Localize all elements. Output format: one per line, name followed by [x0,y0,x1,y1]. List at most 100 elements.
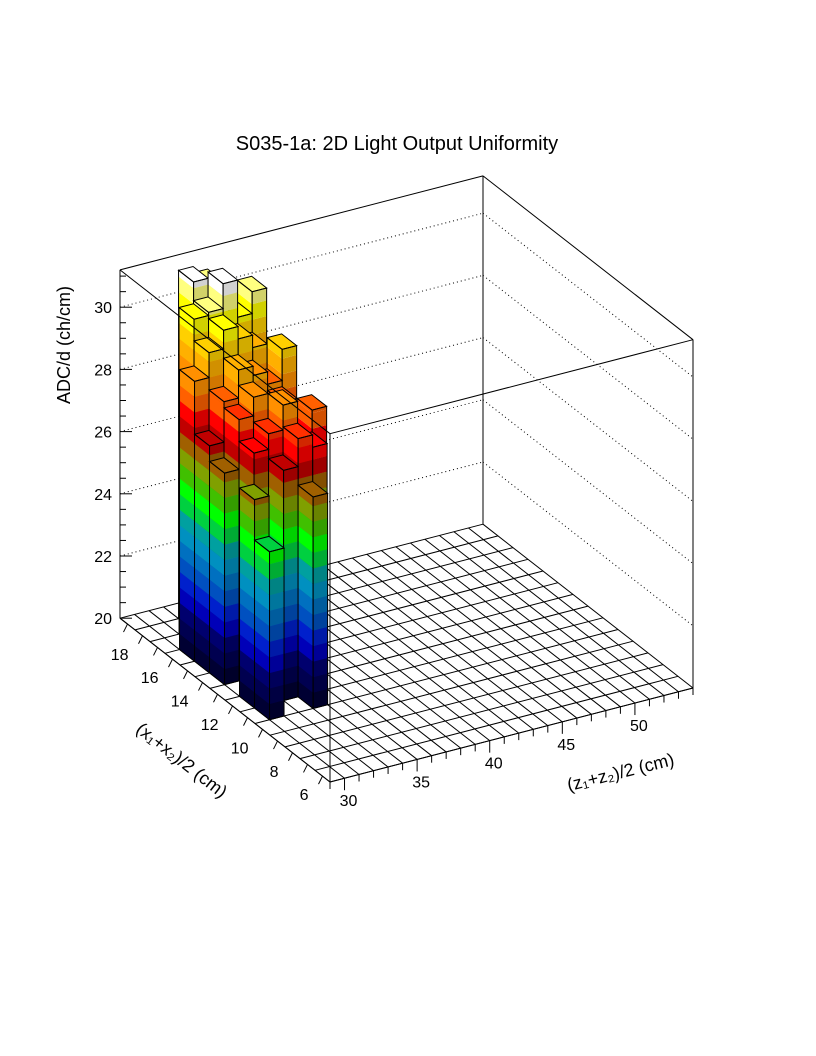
bar-left-face-band [194,350,210,378]
bar-right-face-band [224,540,240,561]
bar-right-face-band [194,377,210,397]
chart-title: S035-1a: 2D Light Output Uniformity [236,133,558,155]
bar-right-face-band [283,556,299,577]
bar-right-face-band [224,587,240,607]
bar-left-face-band [297,401,313,429]
bar-right-face-band [313,533,328,553]
bar-left-face-band [254,552,270,580]
bar-left-face-band [224,420,240,448]
bar-left-face-band [297,398,313,414]
box-edge [119,175,484,271]
bar-right-face-band [252,300,267,320]
bar-left-face-band [179,369,195,397]
bar-left-face-band [209,641,225,670]
x-tick [243,717,248,726]
bar-left-face-band [237,280,253,305]
bar-left-face-band [239,680,255,709]
z-tick-label: 40 [485,756,503,773]
bar-left-face-band [179,478,195,506]
bar-left-face-band [298,634,314,662]
bar-left-face-band [254,568,270,596]
bar-right-face-band [223,326,239,343]
value-tick-label: 20 [94,611,112,628]
bar-left-face-band [194,521,210,549]
bar-left-face-band [268,502,284,530]
bar-right-face-band [312,409,327,429]
bar-left-face-band [193,300,209,316]
bar-right-face-band [312,455,328,476]
value-gridline [482,212,694,378]
bar-left-face-band [298,485,314,507]
bar-right-face-band [193,278,209,289]
bar-right-face-band [269,669,285,689]
bar-right-face-band [313,673,328,693]
bar-right-face-band [313,580,328,600]
bar-left-face-band [209,390,225,405]
bar-left-face-band [194,536,210,565]
bar-right-face-band [283,541,299,561]
bar-right-face-band [269,638,285,658]
bar-right-face-band [224,618,240,638]
bar-left-face-band [179,462,195,491]
bar-left-face-band [179,494,195,522]
bar-right-face-band [282,354,297,375]
bar-left-face-band [209,610,225,638]
bar-left-face-band [298,494,314,522]
bar-right-face-band [283,634,299,654]
bar-left-face-band [223,358,239,386]
bar-right-face-band [283,619,299,639]
bar [296,480,329,710]
bar-left-face-band [254,614,270,642]
value-gridline [119,274,484,370]
bar-right-face-band [313,564,328,585]
box-top-edge [329,339,694,435]
bar-left-face-band [254,583,270,611]
bar-right-face-band [269,560,285,580]
bar-right-face-band [254,495,270,506]
x-tick [228,705,233,715]
x-tick [183,670,188,680]
bar-left-face-band [209,408,225,436]
bar-right-face-band [283,510,299,530]
bar-left-face-band [179,525,195,553]
bar-left-face-band [254,540,270,565]
bar-left-face-band [179,447,195,475]
bar-right-face-band [298,444,313,464]
x-tick [153,647,158,656]
bar-right-face-band [254,471,269,491]
bar-right-face-band [237,313,253,324]
bar-left-face-band [239,509,255,537]
bar-right-face-band [283,572,299,592]
bar-right-face-band [253,371,268,382]
value-tick-label: 24 [94,487,112,504]
x-tick [198,682,203,691]
bar-left-face-band [254,599,270,627]
bar-right-face-band [282,370,297,390]
bar-left-face-band [194,490,210,518]
bar-right-face-band [313,658,328,678]
bar-left-face-band [194,341,210,363]
bar-left-face-band [209,470,225,499]
bar-right-face-band [238,335,253,355]
bar-right-outline [312,492,329,710]
bar-right-face-band [283,665,299,685]
bar-left-face-band [179,587,195,615]
box-top-edge [119,269,331,435]
bar-right-face-band [283,587,299,608]
bar-left-face-band [194,567,210,596]
bar-right-face-band [254,449,269,460]
bar-left-face-band [179,431,195,460]
bar-left-face-band [179,323,195,351]
bar-right-face-band [209,358,224,378]
x-tick [303,764,308,773]
bar-right-face-band [269,700,285,720]
bar-left-face-band [194,505,210,533]
value-gridline [119,212,484,308]
bar-right-face-band [224,525,240,545]
bar-left-face-band [239,618,255,646]
bar-left-face-band [208,284,224,312]
bar-left-face-band [268,486,284,514]
x-tick-label: 14 [171,694,189,711]
bar-right-face-band [224,603,240,623]
bar-right-face-band [312,443,328,460]
